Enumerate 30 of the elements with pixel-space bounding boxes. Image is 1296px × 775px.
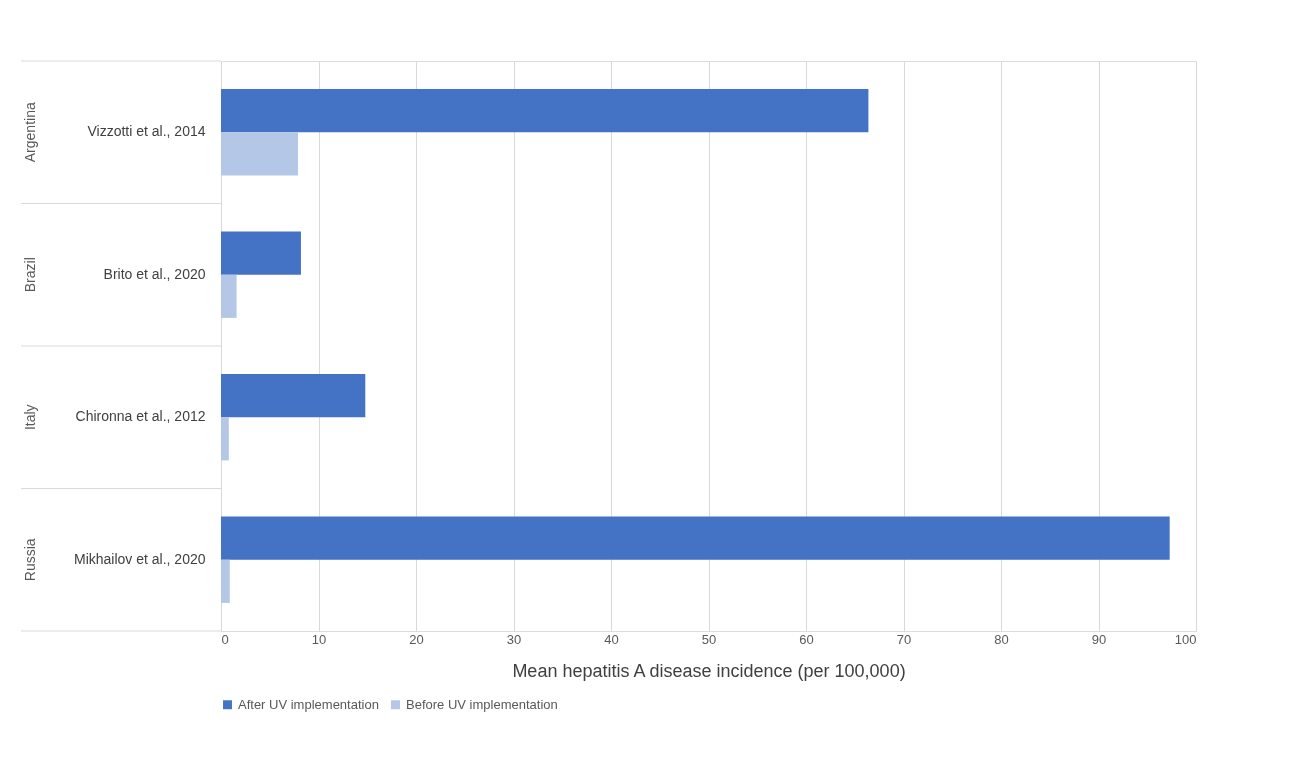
bar [221,274,237,318]
y-tick-label: Chironna et al., 2012 [75,408,206,425]
x-axis-title: Mean hepatitis A disease incidence (per 100,000) [512,660,906,681]
legend-label: Before UV implementation [406,696,558,712]
x-tick-label: 30 [506,631,522,647]
text: Italy [22,404,38,431]
bar [221,132,299,176]
y-tick-label: Brito et al., 2020 [103,265,206,282]
x-tick-label: 100 [1174,631,1197,647]
bar [221,89,869,133]
x-tick-label: 10 [311,631,327,647]
x-tick-label: 70 [896,631,912,647]
text: Russia [22,538,38,582]
text: Argentina [22,102,38,163]
bar [221,374,366,418]
bar [221,417,229,461]
bar [221,231,301,275]
x-tick-label: 90 [1091,631,1107,647]
text: Brazil [22,257,38,293]
y-tick-label: Mikhailov et al., 2020 [73,550,206,567]
legend-label: After UV implementation [238,696,379,712]
bar [221,559,230,603]
x-tick-label: 20 [409,631,424,647]
x-tick-label: 40 [604,631,619,647]
x-tick-label: 0 [221,631,229,647]
x-tick-label: 80 [994,631,1009,647]
y-tick-label: Vizzotti et al., 2014 [87,123,206,140]
bar [221,516,1170,560]
x-tick-label: 50 [701,631,717,647]
x-tick-label: 60 [799,631,814,647]
